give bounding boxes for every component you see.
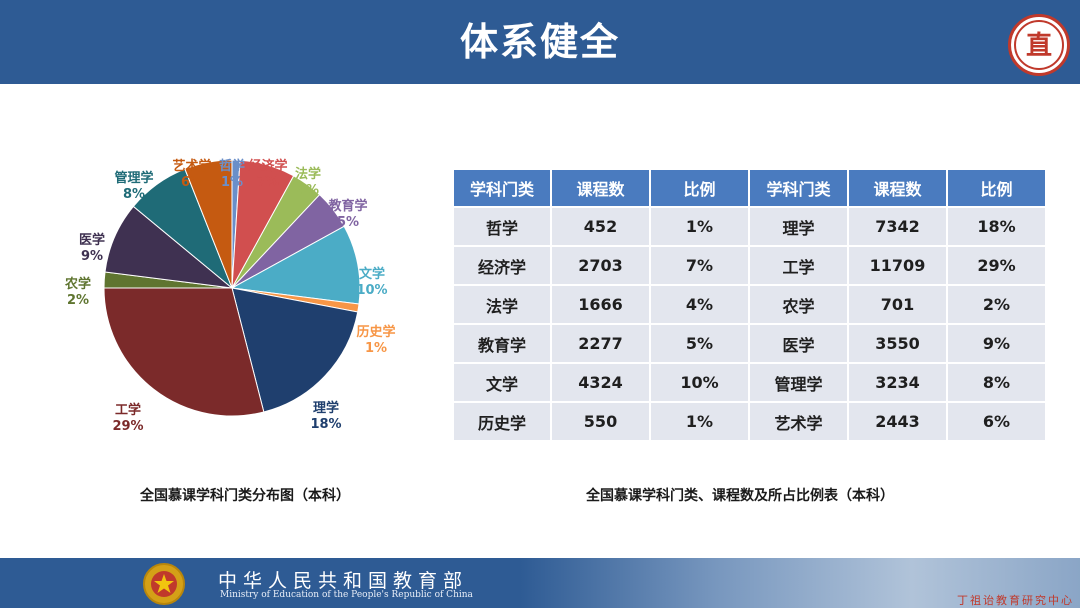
pie-label-percent: 2% <box>67 293 89 308</box>
table-cell: 经济学 <box>454 247 550 284</box>
table-cell: 农学 <box>750 286 847 323</box>
table-cell: 历史学 <box>454 403 550 440</box>
table-cell: 9% <box>948 325 1045 362</box>
pie-label-name: 农学 <box>64 276 91 292</box>
pie-label-percent: 7% <box>257 175 279 190</box>
pie-label-percent: 29% <box>112 419 143 434</box>
pie-label-percent: 1% <box>365 341 387 356</box>
header-cell: 比例 <box>948 170 1045 206</box>
table-cell: 550 <box>552 403 649 440</box>
building-image <box>520 558 1080 608</box>
pie-label-name: 历史学 <box>356 324 395 340</box>
table-cell: 2703 <box>552 247 649 284</box>
table-cell: 工学 <box>750 247 847 284</box>
table-cell: 3234 <box>849 364 946 401</box>
pie-slice-5 <box>230 225 361 305</box>
table-cell: 法学 <box>454 286 550 323</box>
header-cell: 比例 <box>651 170 748 206</box>
table-cell: 10% <box>651 364 748 401</box>
table-cell: 29% <box>948 247 1045 284</box>
svg-text:直: 直 <box>1026 31 1052 61</box>
table-cell: 18% <box>948 208 1045 245</box>
table-header-row: 学科门类 课程数 比例 学科门类 课程数 比例 <box>454 170 1045 206</box>
pie-slice-8 <box>103 287 265 417</box>
table-cell: 4% <box>651 286 748 323</box>
table-cell: 2% <box>948 286 1045 323</box>
pie-slice-12 <box>184 159 233 289</box>
pie-label-percent: 6% <box>181 175 203 190</box>
table-cell: 6% <box>948 403 1045 440</box>
ministry-name-en: Ministry of Education of the People's Re… <box>220 590 473 600</box>
pie-label-percent: 4% <box>297 183 319 198</box>
pie-label-percent: 18% <box>310 417 341 432</box>
table-cell: 452 <box>552 208 649 245</box>
table-cell: 医学 <box>750 325 847 362</box>
table-cell: 艺术学 <box>750 403 847 440</box>
table-cell: 1666 <box>552 286 649 323</box>
pie-label-percent: 10% <box>356 283 387 298</box>
pie-label-percent: 5% <box>337 215 359 230</box>
pie-label-name: 医学 <box>79 232 105 248</box>
table-caption: 全国慕课学科门类、课程数及所占比例表（本科） <box>586 488 894 504</box>
pie-chart-svg: 哲学1%经济学7%法学4%教育学5%文学10%历史学1%理学18%工学29%农学… <box>64 158 396 434</box>
pie-label-name: 艺术学 <box>172 158 211 174</box>
pie-label-name: 哲学 <box>219 158 245 174</box>
table-cell: 1% <box>651 403 748 440</box>
pie-label-percent: 8% <box>123 187 145 202</box>
logo-icon: 直 <box>1008 14 1070 76</box>
table-cell: 管理学 <box>750 364 847 401</box>
pie-label-name: 法学 <box>295 166 321 182</box>
pie-caption: 全国慕课学科门类分布图（本科） <box>140 488 350 504</box>
table-row: 经济学 2703 7% 工学 11709 29% <box>454 247 1045 284</box>
table-cell: 4324 <box>552 364 649 401</box>
table-row: 历史学 550 1% 艺术学 2443 6% <box>454 403 1045 440</box>
pie-label-name: 工学 <box>115 402 141 418</box>
table-cell: 5% <box>651 325 748 362</box>
pie-label-percent: 1% <box>221 175 243 190</box>
watermark-text: 丁祖诒教育研究中心 <box>957 594 1074 607</box>
pie-label-name: 文学 <box>359 266 385 282</box>
header-cell: 课程数 <box>552 170 649 206</box>
pie-slice-7 <box>231 287 359 413</box>
table-cell: 教育学 <box>454 325 550 362</box>
table-cell: 哲学 <box>454 208 550 245</box>
national-emblem-icon <box>142 562 186 606</box>
table-row: 哲学 452 1% 理学 7342 18% <box>454 208 1045 245</box>
page-title: 体系健全 <box>459 20 620 64</box>
pie-chart: 哲学 1% 经济学 7% 法学 4% 教育学 5% 文学 10% 历史学 1% 理学 18% 工学 29% 农学… <box>0 140 440 460</box>
pie-label-name: 理学 <box>313 400 339 416</box>
header-bar: 体系健全 直 <box>0 0 1080 84</box>
header-cell: 学科门类 <box>454 170 550 206</box>
table-cell: 文学 <box>454 364 550 401</box>
table-cell: 2443 <box>849 403 946 440</box>
table-cell: 2277 <box>552 325 649 362</box>
header-cell: 学科门类 <box>750 170 847 206</box>
pie-label-name: 教育学 <box>327 198 367 214</box>
table-row: 教育学 2277 5% 医学 3550 9% <box>454 325 1045 362</box>
course-table: 学科门类 课程数 比例 学科门类 课程数 比例 哲学 452 1% 理学 734… <box>452 168 1047 442</box>
pie-label-percent: 9% <box>81 249 103 264</box>
table-cell: 8% <box>948 364 1045 401</box>
table-row: 法学 1666 4% 农学 701 2% <box>454 286 1045 323</box>
table-cell: 3550 <box>849 325 946 362</box>
table-cell: 701 <box>849 286 946 323</box>
table-cell: 7342 <box>849 208 946 245</box>
table-row: 文学 4324 10% 管理学 3234 8% <box>454 364 1045 401</box>
pie-label-name: 经济学 <box>248 158 287 174</box>
table-cell: 1% <box>651 208 748 245</box>
ministry-name-cn: 中华人民共和国教育部 <box>218 570 469 592</box>
table-cell: 理学 <box>750 208 847 245</box>
table-cell: 11709 <box>849 247 946 284</box>
table-cell: 7% <box>651 247 748 284</box>
pie-label-name: 管理学 <box>114 170 153 186</box>
header-cell: 课程数 <box>849 170 946 206</box>
